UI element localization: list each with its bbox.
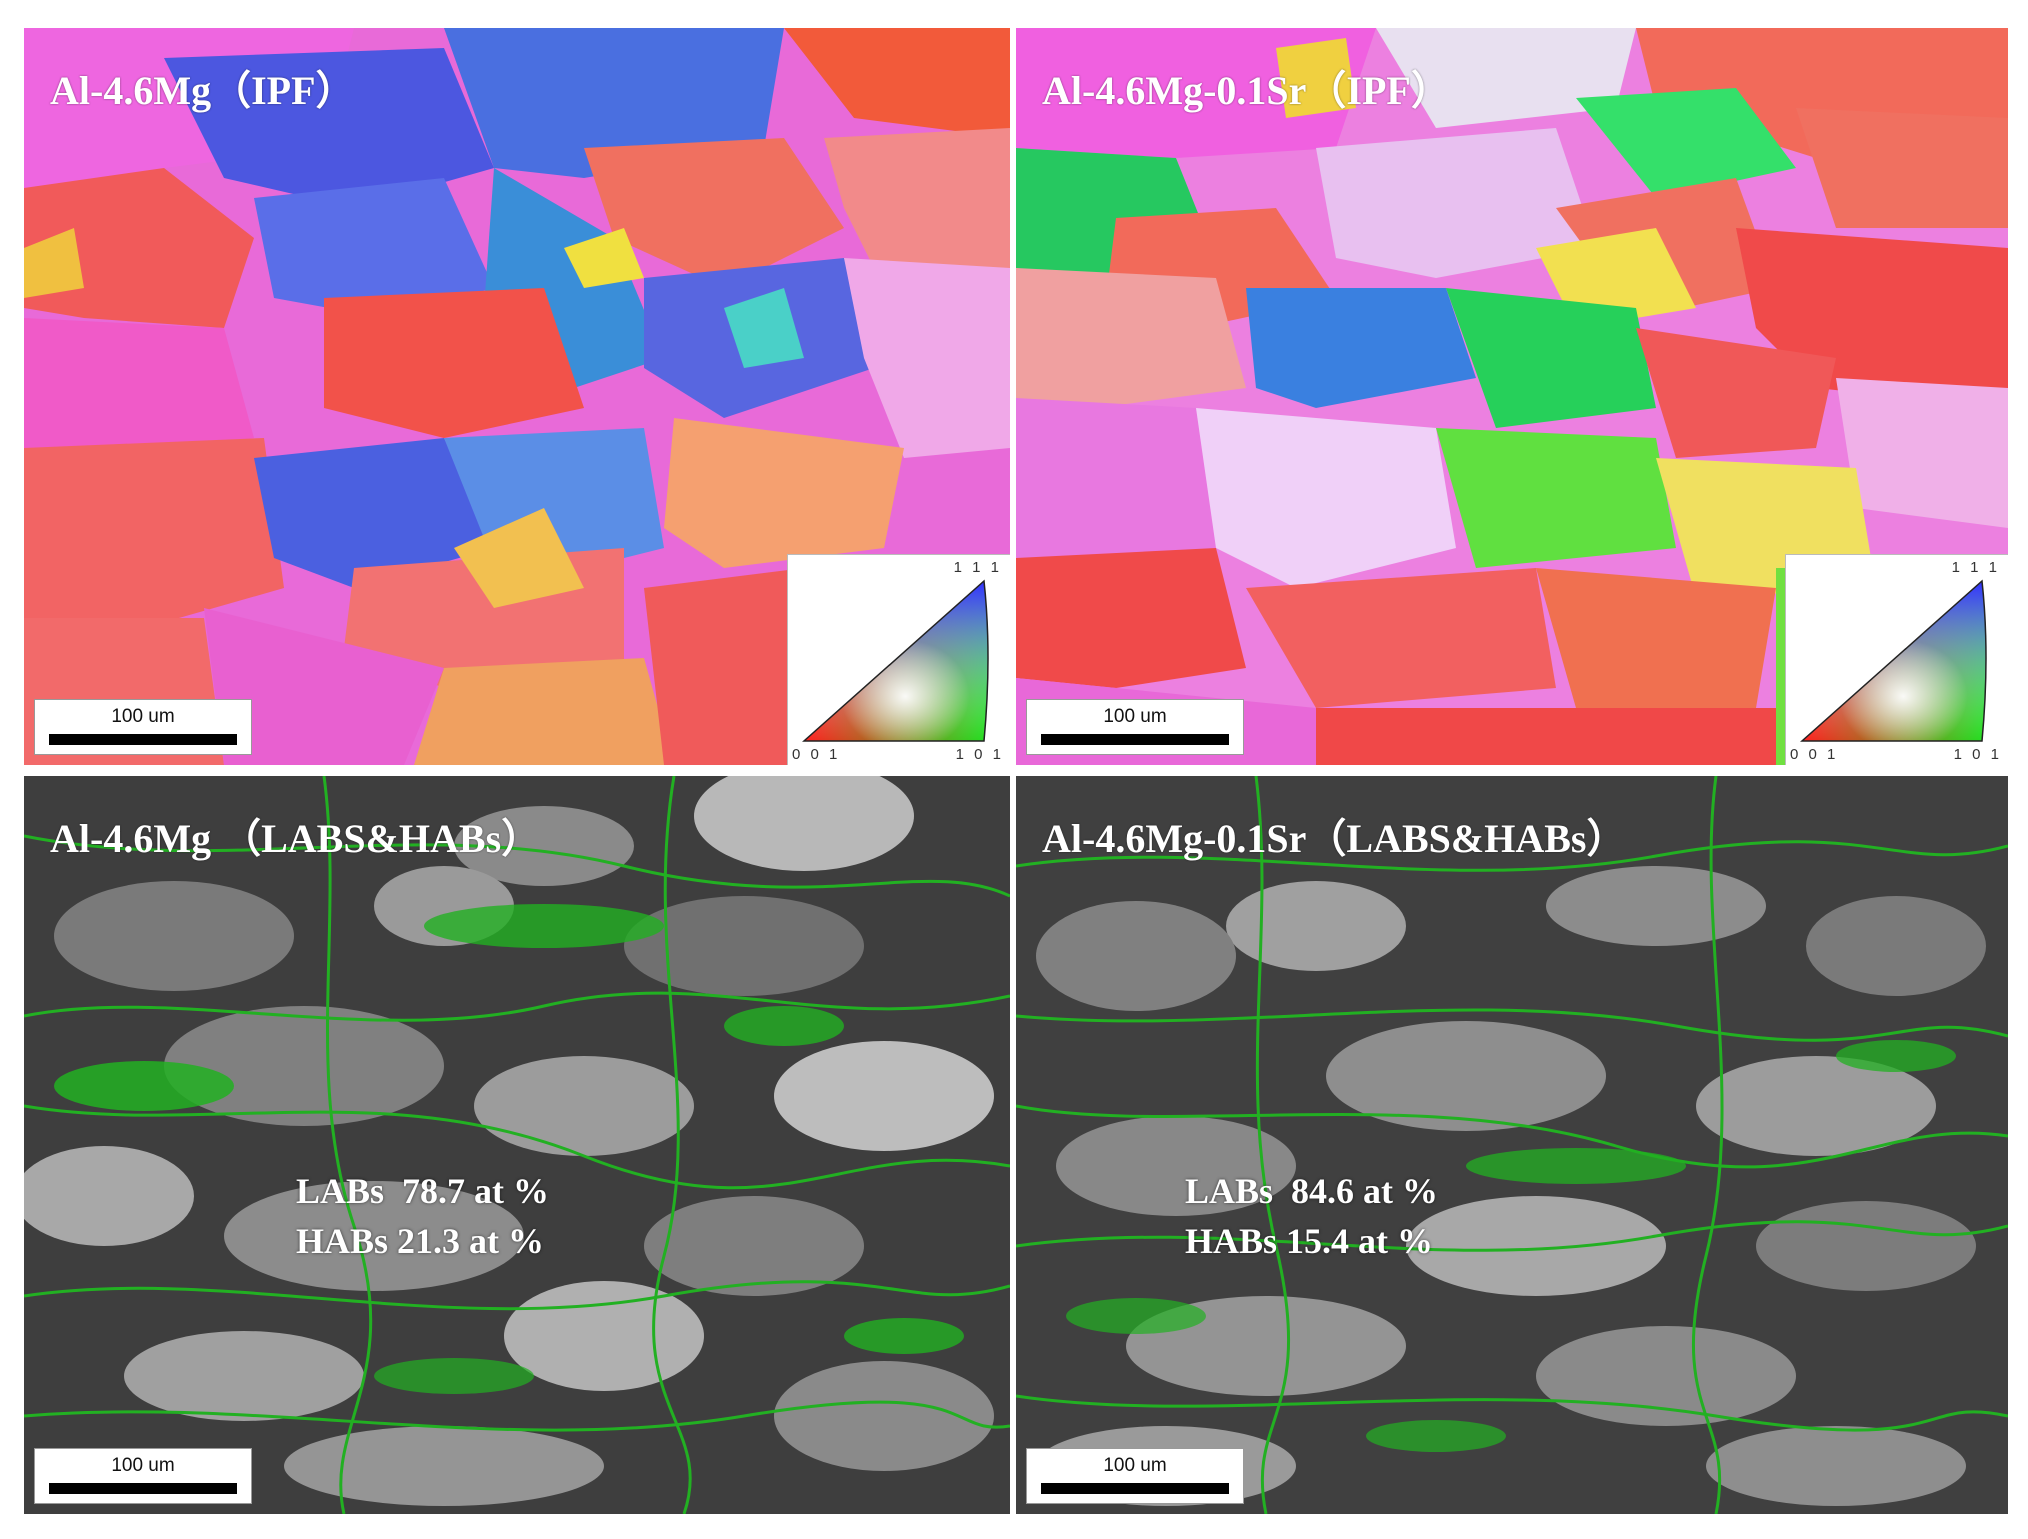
ipf-map-al-4.6mg-0.1sr: Al-4.6Mg-0.1Sr（IPF） 100 um 1 1 1 0 0 1 1… [1016, 28, 2008, 765]
ipf-triangle-icon [802, 579, 989, 742]
scale-bar: 100 um [1026, 1448, 1244, 1504]
scale-bar-line [1041, 1483, 1229, 1494]
scale-bar-label: 100 um [1103, 1455, 1167, 1476]
labs-fraction: LABs 78.7 at % [296, 1171, 550, 1211]
habs-fraction: HABs 21.3 at % [296, 1221, 545, 1261]
ipf-color-key: 1 1 1 0 0 1 1 0 1 [1785, 554, 2008, 765]
ipf-corner-001: 0 0 1 [1790, 746, 1839, 763]
ipf-triangle-icon [1800, 579, 1987, 742]
ipf-corner-111: 1 1 1 [1951, 559, 2000, 576]
scale-bar-line [1041, 734, 1229, 745]
scale-bar: 100 um [34, 699, 252, 755]
scale-bar-label: 100 um [111, 706, 175, 727]
grain-boundary-image [1016, 776, 2008, 1514]
ipf-corner-111: 1 1 1 [953, 559, 1002, 576]
scale-bar-label: 100 um [111, 1455, 175, 1476]
panel-label: Al-4.6Mg-0.1Sr（IPF） [1042, 68, 1451, 113]
scale-bar: 100 um [1026, 699, 1244, 755]
boundary-map-al-4.6mg: Al-4.6Mg （LABS&HABs） LABs 78.7 at % HABs… [24, 776, 1010, 1514]
boundary-stats: LABs 78.7 at % HABs 21.3 at % [296, 1166, 549, 1266]
scale-bar-line [49, 734, 237, 745]
panel-label: Al-4.6Mg-0.1Sr（LABS&HABs） [1042, 816, 1627, 861]
panel-label: Al-4.6Mg （LABS&HABs） [50, 816, 542, 861]
scale-bar: 100 um [34, 1448, 252, 1504]
ipf-map-al-4.6mg: Al-4.6Mg（IPF） 100 um 1 1 1 0 0 1 1 0 1 [24, 28, 1010, 765]
boundary-stats: LABs 84.6 at % HABs 15.4 at % [1185, 1166, 1438, 1266]
ipf-corner-001: 0 0 1 [792, 746, 841, 763]
habs-fraction: HABs 15.4 at % [1185, 1221, 1434, 1261]
scale-bar-label: 100 um [1103, 706, 1167, 727]
boundary-map-al-4.6mg-0.1sr: Al-4.6Mg-0.1Sr（LABS&HABs） LABs 84.6 at %… [1016, 776, 2008, 1514]
ipf-corner-101: 1 0 1 [955, 746, 1004, 763]
labs-fraction: LABs 84.6 at % [1185, 1171, 1439, 1211]
scale-bar-line [49, 1483, 237, 1494]
ipf-orientation-image [24, 28, 1010, 765]
ipf-corner-101: 1 0 1 [1953, 746, 2002, 763]
panel-label: Al-4.6Mg（IPF） [50, 68, 356, 113]
ipf-color-key: 1 1 1 0 0 1 1 0 1 [787, 554, 1010, 765]
grain-boundary-image [24, 776, 1010, 1514]
